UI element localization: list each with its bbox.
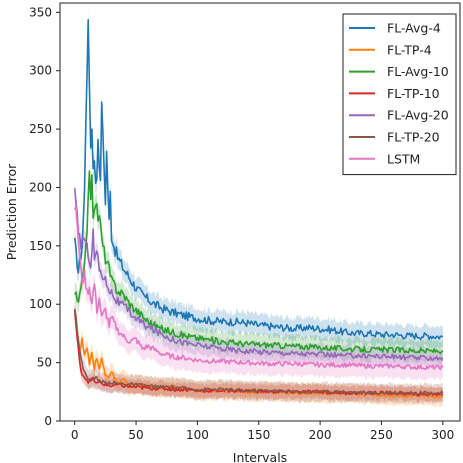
x-tick-label: 0 bbox=[71, 428, 79, 442]
y-tick-label: 250 bbox=[29, 122, 52, 136]
y-tick-label: 50 bbox=[37, 356, 52, 370]
series-lines bbox=[73, 19, 444, 399]
y-tick-label: 200 bbox=[29, 180, 52, 194]
band-fl-tp-20 bbox=[74, 299, 443, 405]
x-tick-label: 250 bbox=[370, 428, 393, 442]
y-tick-label: 0 bbox=[44, 414, 52, 428]
band-lstm bbox=[74, 194, 443, 382]
y-axis-ticks: 0 50 100 150 200 250 300 350 bbox=[29, 5, 60, 428]
x-axis-ticks: 0 50 100 150 200 250 300 bbox=[71, 421, 454, 442]
y-tick-label: 350 bbox=[29, 5, 52, 19]
y-tick-label: 100 bbox=[29, 297, 52, 311]
line-fl-avg-10 bbox=[74, 170, 444, 355]
x-tick-label: 100 bbox=[186, 428, 209, 442]
band-fl-tp-4 bbox=[74, 304, 443, 408]
legend-label: LSTM bbox=[387, 151, 420, 166]
legend-label: FL-Avg-20 bbox=[387, 108, 449, 123]
x-tick-label: 50 bbox=[128, 428, 143, 442]
x-tick-label: 150 bbox=[247, 428, 270, 442]
line-fl-tp-20 bbox=[73, 308, 444, 396]
band-fl-avg-10 bbox=[74, 160, 443, 365]
x-axis-label: Intervals bbox=[233, 450, 287, 463]
legend: FL-Avg-4 FL-TP-4 FL-Avg-10 FL-TP-10 FL-Avg-2… bbox=[342, 13, 457, 176]
x-tick-label: 300 bbox=[431, 428, 454, 442]
legend-label: FL-TP-4 bbox=[387, 42, 432, 57]
legend-label: FL-Avg-10 bbox=[387, 64, 449, 79]
y-tick-label: 150 bbox=[29, 239, 52, 253]
legend-label: FL-Avg-4 bbox=[387, 21, 441, 36]
line-lstm bbox=[73, 205, 444, 371]
line-fl-avg-20 bbox=[73, 188, 444, 362]
plot-frame bbox=[59, 2, 461, 422]
y-axis-label: Prediction Error bbox=[4, 163, 19, 260]
x-tick-label: 200 bbox=[309, 428, 332, 442]
legend-label: FL-TP-20 bbox=[387, 130, 440, 145]
line-fl-avg-4 bbox=[73, 19, 444, 340]
legend-label: FL-TP-10 bbox=[387, 86, 440, 101]
y-tick-label: 300 bbox=[29, 64, 52, 78]
line-fl-tp-10 bbox=[73, 309, 444, 397]
